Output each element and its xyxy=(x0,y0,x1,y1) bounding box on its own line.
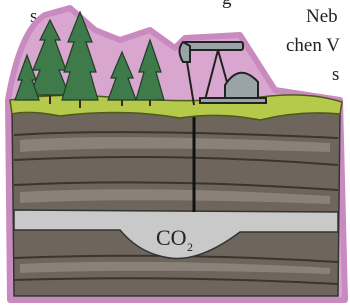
co2-subscript: 2 xyxy=(187,240,193,254)
text-fragment: Neb xyxy=(306,6,338,27)
text-fragment: chen V xyxy=(286,35,340,56)
text-fragment: s xyxy=(332,64,339,85)
text-fragment: g xyxy=(222,0,232,9)
co2-label: CO xyxy=(156,225,187,250)
page: s- t g Neb chen V s CO 2 xyxy=(0,0,350,306)
